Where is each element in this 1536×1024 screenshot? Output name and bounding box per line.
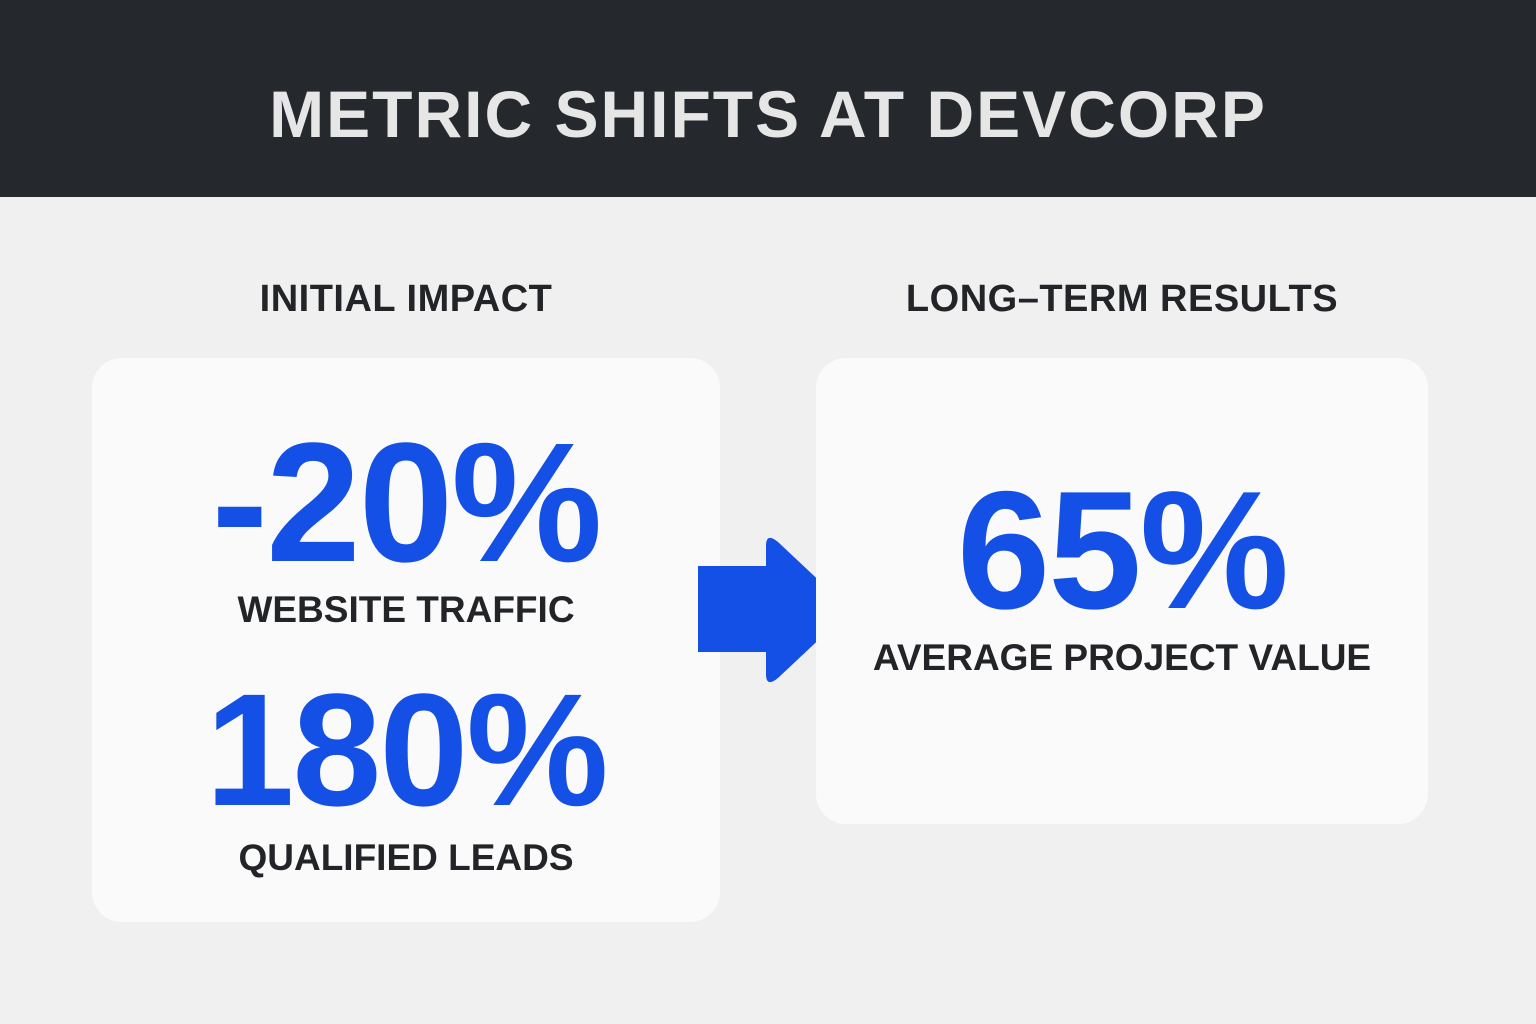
right-arrow-icon — [698, 537, 848, 683]
average-project-value-value: 65% — [956, 456, 1289, 644]
long-term-results-card: 65% AVERAGE PROJECT VALUE — [816, 358, 1428, 824]
website-traffic-value: -20% — [211, 408, 603, 598]
initial-impact-heading: INITIAL IMPACT — [259, 278, 553, 320]
header-bar: METRIC SHIFTS AT DEVCORP — [0, 0, 1536, 197]
qualified-leads-label: QUALIFIED LEADS — [238, 837, 574, 878]
website-traffic-label: WEBSITE TRAFFIC — [237, 589, 575, 630]
qualified-leads-value: 180% — [205, 660, 608, 839]
initial-impact-card: -20% WEBSITE TRAFFIC 180% QUALIFIED LEAD… — [92, 358, 720, 922]
long-term-results-heading: LONG–TERM RESULTS — [905, 278, 1339, 320]
average-project-value-label: AVERAGE PROJECT VALUE — [872, 637, 1372, 678]
page-title: METRIC SHIFTS AT DEVCORP — [269, 76, 1267, 151]
